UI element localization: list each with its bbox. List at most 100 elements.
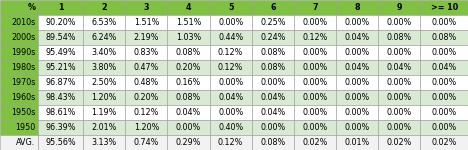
Text: 0.08%: 0.08% bbox=[260, 48, 285, 57]
Text: 0.02%: 0.02% bbox=[387, 138, 412, 147]
Text: 1.51%: 1.51% bbox=[134, 18, 159, 27]
Text: 8: 8 bbox=[354, 3, 360, 12]
Bar bbox=[38, 75, 83, 90]
Text: 0.08%: 0.08% bbox=[176, 48, 201, 57]
Bar bbox=[0, 105, 38, 120]
Text: 0.00%: 0.00% bbox=[387, 48, 412, 57]
Bar bbox=[38, 60, 83, 75]
Text: 0.04%: 0.04% bbox=[176, 108, 201, 117]
Text: 0.04%: 0.04% bbox=[431, 63, 457, 72]
Text: 0.00%: 0.00% bbox=[387, 123, 412, 132]
Text: 95.56%: 95.56% bbox=[45, 138, 76, 147]
Text: 1950: 1950 bbox=[15, 123, 36, 132]
Bar bbox=[294, 0, 336, 15]
Text: 1950s: 1950s bbox=[11, 108, 36, 117]
Bar bbox=[420, 0, 468, 15]
Text: 0.00%: 0.00% bbox=[387, 78, 412, 87]
Bar bbox=[38, 120, 83, 135]
Text: 0.00%: 0.00% bbox=[344, 48, 370, 57]
Text: 6: 6 bbox=[270, 3, 276, 12]
Bar bbox=[0, 135, 38, 150]
Bar bbox=[125, 60, 168, 75]
Bar bbox=[38, 135, 83, 150]
Bar bbox=[420, 75, 468, 90]
Bar bbox=[294, 135, 336, 150]
Text: 1.19%: 1.19% bbox=[92, 108, 117, 117]
Text: 6.24%: 6.24% bbox=[92, 33, 117, 42]
Bar bbox=[125, 120, 168, 135]
Text: 0.08%: 0.08% bbox=[176, 93, 201, 102]
Bar bbox=[38, 45, 83, 60]
Bar bbox=[168, 135, 210, 150]
Text: 89.54%: 89.54% bbox=[45, 33, 76, 42]
Text: 0.00%: 0.00% bbox=[387, 93, 412, 102]
Bar bbox=[252, 75, 294, 90]
Bar bbox=[83, 30, 125, 45]
Bar bbox=[83, 135, 125, 150]
Text: 1990s: 1990s bbox=[11, 48, 36, 57]
Text: 0.48%: 0.48% bbox=[134, 78, 159, 87]
Text: 0.00%: 0.00% bbox=[387, 108, 412, 117]
Bar bbox=[125, 105, 168, 120]
Bar bbox=[210, 30, 252, 45]
Text: 0.00%: 0.00% bbox=[431, 48, 457, 57]
Text: 0.00%: 0.00% bbox=[431, 78, 457, 87]
Bar bbox=[378, 75, 420, 90]
Bar bbox=[252, 0, 294, 15]
Text: 0.00%: 0.00% bbox=[218, 18, 243, 27]
Text: 0.00%: 0.00% bbox=[344, 108, 370, 117]
Bar bbox=[210, 120, 252, 135]
Text: 0.20%: 0.20% bbox=[176, 63, 201, 72]
Text: 2.19%: 2.19% bbox=[134, 33, 159, 42]
Bar bbox=[38, 0, 83, 15]
Text: 3.80%: 3.80% bbox=[92, 63, 117, 72]
Bar bbox=[252, 90, 294, 105]
Bar bbox=[420, 60, 468, 75]
Bar bbox=[336, 120, 378, 135]
Text: >= 10: >= 10 bbox=[431, 3, 458, 12]
Bar bbox=[38, 90, 83, 105]
Bar bbox=[38, 105, 83, 120]
Bar bbox=[0, 75, 38, 90]
Text: 0.08%: 0.08% bbox=[260, 63, 285, 72]
Bar bbox=[336, 90, 378, 105]
Bar bbox=[83, 120, 125, 135]
Bar bbox=[83, 45, 125, 60]
Text: 2000s: 2000s bbox=[11, 33, 36, 42]
Bar bbox=[0, 15, 38, 30]
Bar bbox=[378, 60, 420, 75]
Bar bbox=[38, 15, 83, 30]
Bar bbox=[420, 90, 468, 105]
Text: 96.39%: 96.39% bbox=[45, 123, 76, 132]
Text: 0.12%: 0.12% bbox=[302, 33, 328, 42]
Bar bbox=[294, 105, 336, 120]
Text: 0.02%: 0.02% bbox=[302, 138, 328, 147]
Bar bbox=[294, 90, 336, 105]
Text: 95.21%: 95.21% bbox=[45, 63, 76, 72]
Bar bbox=[83, 75, 125, 90]
Text: 1.20%: 1.20% bbox=[92, 93, 117, 102]
Text: 0.12%: 0.12% bbox=[218, 63, 243, 72]
Bar bbox=[378, 135, 420, 150]
Text: 0.04%: 0.04% bbox=[344, 33, 370, 42]
Bar bbox=[125, 90, 168, 105]
Bar bbox=[168, 15, 210, 30]
Text: 90.20%: 90.20% bbox=[45, 18, 76, 27]
Text: 1.03%: 1.03% bbox=[176, 33, 201, 42]
Text: 5: 5 bbox=[228, 3, 234, 12]
Text: 0.00%: 0.00% bbox=[431, 123, 457, 132]
Bar bbox=[294, 15, 336, 30]
Bar bbox=[125, 135, 168, 150]
Bar bbox=[125, 45, 168, 60]
Bar bbox=[210, 60, 252, 75]
Bar bbox=[168, 120, 210, 135]
Bar bbox=[336, 105, 378, 120]
Text: 0.00%: 0.00% bbox=[344, 78, 370, 87]
Bar bbox=[168, 45, 210, 60]
Text: 0.47%: 0.47% bbox=[134, 63, 159, 72]
Bar bbox=[168, 75, 210, 90]
Bar bbox=[294, 45, 336, 60]
Text: 2: 2 bbox=[102, 3, 107, 12]
Text: 3.40%: 3.40% bbox=[92, 48, 117, 57]
Bar bbox=[210, 75, 252, 90]
